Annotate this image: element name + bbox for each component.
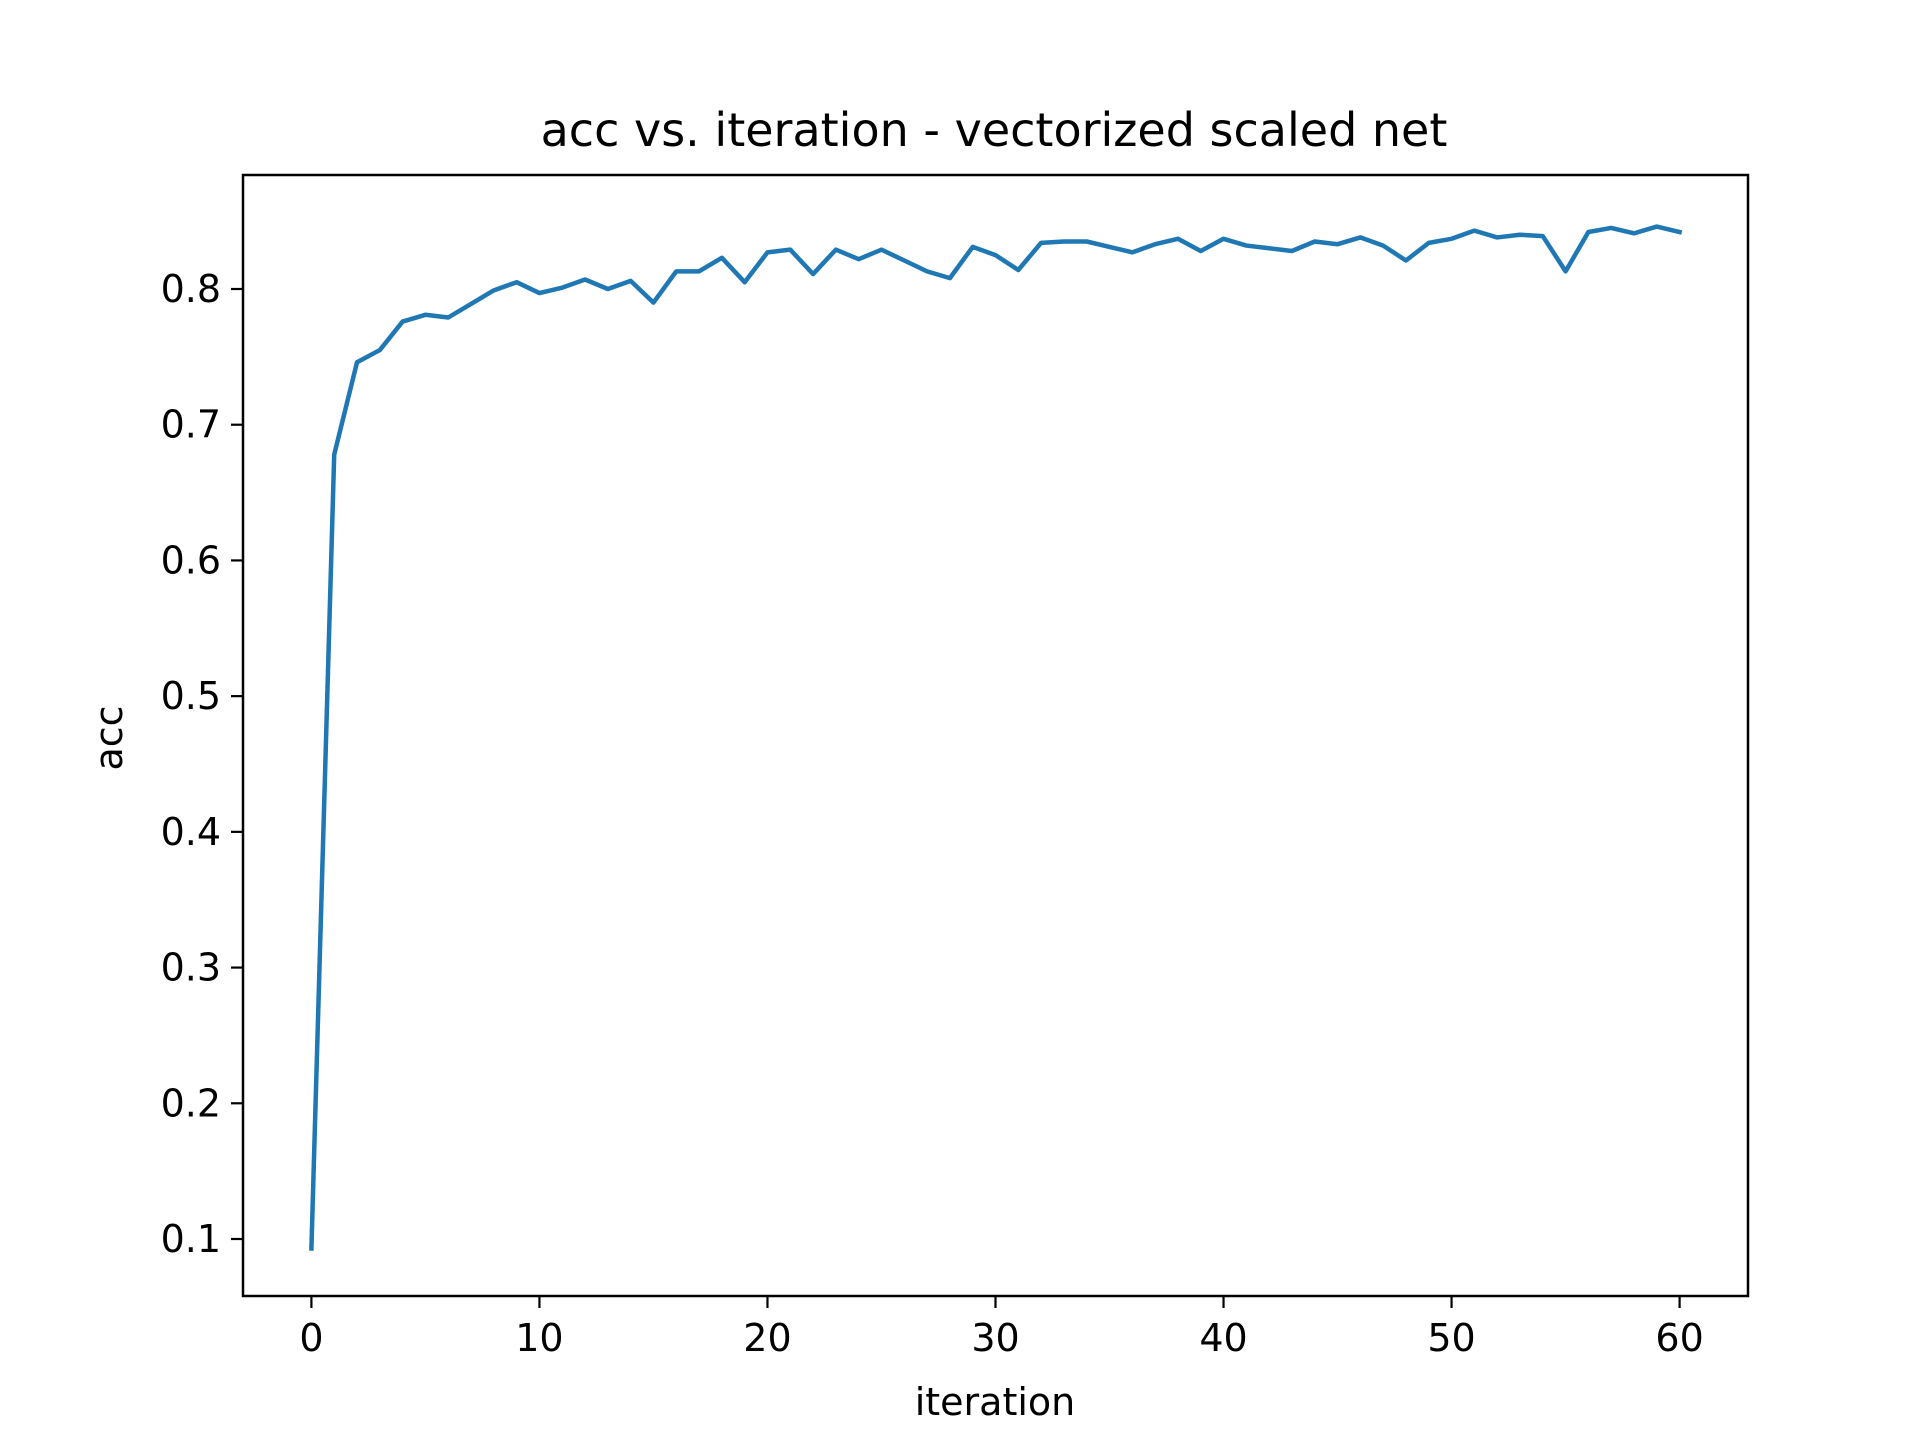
x-axis-label: iteration	[915, 1380, 1076, 1424]
series-line-0	[309, 224, 1683, 1251]
x-tick-label: 60	[1655, 1316, 1703, 1360]
x-tick-label: 20	[743, 1316, 791, 1360]
x-axis: 0 10 20 30 40 50 60	[299, 1296, 1704, 1360]
x-tick-label: 30	[971, 1316, 1019, 1360]
x-tick-label: 40	[1199, 1316, 1247, 1360]
y-tick-label: 0.8	[161, 267, 221, 311]
y-tick-label: 0.2	[161, 1081, 221, 1125]
y-tick-label: 0.4	[161, 810, 221, 854]
x-tick-label: 0	[299, 1316, 323, 1360]
y-axis: 0.1 0.2 0.3 0.4 0.5 0.6 0.7 0.8	[161, 267, 243, 1261]
y-tick-label: 0.5	[161, 674, 221, 718]
x-tick-label: 50	[1427, 1316, 1475, 1360]
y-tick-label: 0.1	[161, 1217, 221, 1261]
plot-area	[309, 224, 1683, 1251]
y-tick-label: 0.3	[161, 946, 221, 990]
x-tick-label: 10	[515, 1316, 563, 1360]
y-tick-label: 0.7	[161, 403, 221, 447]
y-tick-label: 0.6	[161, 538, 221, 582]
chart-title: acc vs. iteration - vectorized scaled ne…	[541, 103, 1448, 157]
y-axis-label: acc	[87, 705, 131, 770]
